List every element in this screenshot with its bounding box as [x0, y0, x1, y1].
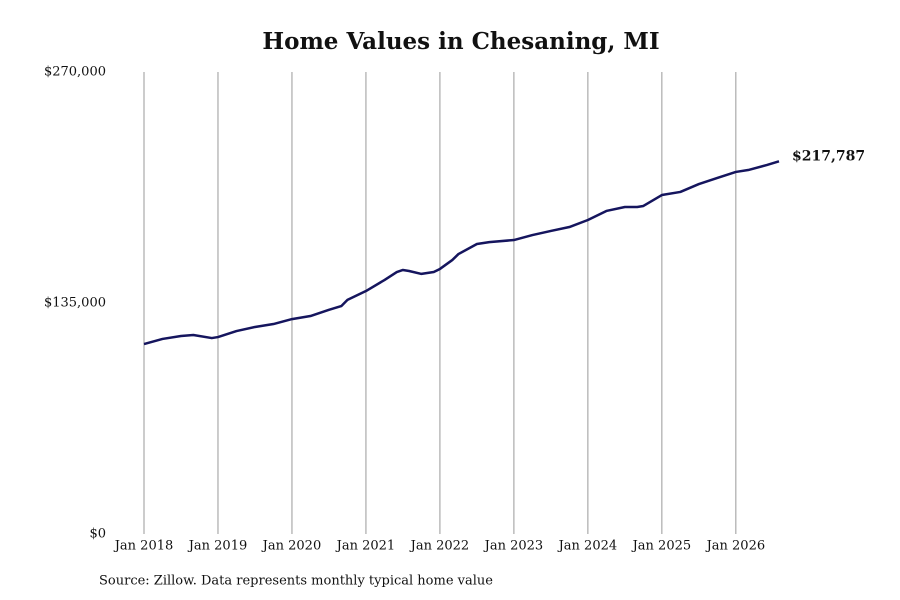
chart-title: Home Values in Chesaning, MI — [262, 28, 659, 55]
x-tick-label: Jan 2020 — [261, 539, 322, 554]
x-tick-label: Jan 2022 — [409, 539, 470, 554]
source-note: Source: Zillow. Data represents monthly … — [99, 574, 493, 589]
x-tick-label: Jan 2025 — [631, 539, 692, 554]
y-tick-label: $270,000 — [44, 65, 106, 80]
x-tick-label: Jan 2023 — [483, 539, 544, 554]
data-label: $217,787 — [792, 148, 865, 164]
x-tick-label: Jan 2019 — [187, 539, 248, 554]
x-tick-label: Jan 2024 — [557, 539, 618, 554]
line-series — [143, 160, 780, 346]
x-tick-label: Jan 2026 — [705, 539, 766, 554]
x-tick-label: Jan 2021 — [335, 539, 396, 554]
y-tick-label: $0 — [89, 527, 106, 542]
y-tick-label: $135,000 — [44, 296, 106, 311]
x-tick-label: Jan 2018 — [113, 539, 174, 554]
